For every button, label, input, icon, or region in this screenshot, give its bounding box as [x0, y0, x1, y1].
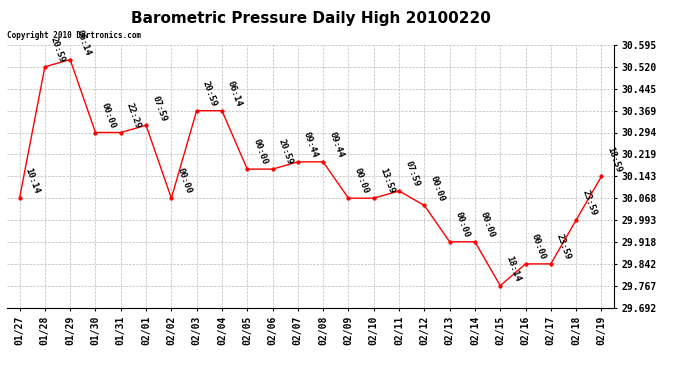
Text: Copyright 2010 Dartronics.com: Copyright 2010 Dartronics.com	[7, 31, 141, 40]
Text: 20:59: 20:59	[49, 36, 67, 64]
Text: 00:00: 00:00	[251, 138, 269, 166]
Text: 00:00: 00:00	[99, 101, 117, 130]
Text: 18:14: 18:14	[504, 255, 522, 283]
Text: 10:14: 10:14	[23, 167, 41, 195]
Text: 07:59: 07:59	[403, 160, 421, 188]
Text: 00:00: 00:00	[428, 174, 446, 202]
Text: 18:59: 18:59	[606, 145, 623, 174]
Text: 06:14: 06:14	[75, 28, 92, 57]
Text: 07:59: 07:59	[150, 94, 168, 123]
Text: 23:59: 23:59	[555, 233, 573, 261]
Text: 23:59: 23:59	[580, 189, 598, 217]
Text: 00:00: 00:00	[479, 211, 497, 239]
Text: 20:59: 20:59	[201, 80, 219, 108]
Text: 00:00: 00:00	[175, 167, 193, 195]
Text: Barometric Pressure Daily High 20100220: Barometric Pressure Daily High 20100220	[130, 11, 491, 26]
Text: 06:14: 06:14	[226, 80, 244, 108]
Text: 13:59: 13:59	[378, 167, 395, 195]
Text: 00:00: 00:00	[530, 233, 547, 261]
Text: 00:00: 00:00	[353, 167, 371, 195]
Text: 20:59: 20:59	[277, 138, 295, 166]
Text: 00:00: 00:00	[454, 211, 471, 239]
Text: 22:29: 22:29	[125, 101, 143, 130]
Text: 09:44: 09:44	[327, 131, 345, 159]
Text: 09:44: 09:44	[302, 131, 319, 159]
